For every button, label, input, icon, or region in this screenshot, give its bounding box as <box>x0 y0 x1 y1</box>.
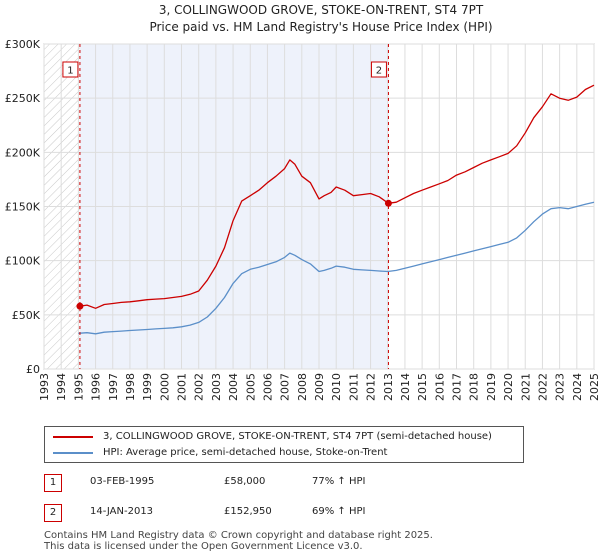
chart-subtitle: Price paid vs. HM Land Registry's House … <box>149 20 492 34</box>
transaction-row: 2 14-JAN-2013 £152,950 69% ↑ HPI <box>44 504 564 524</box>
series-lines <box>78 84 595 335</box>
x-tick-label: 2023 <box>554 373 567 401</box>
x-tick-label: 1995 <box>72 373 85 401</box>
sale-point <box>76 302 84 310</box>
y-tick-label: £250K <box>5 92 41 105</box>
transaction-hpi: 69% ↑ HPI <box>312 506 366 517</box>
x-tick-label: 2009 <box>313 373 326 401</box>
x-tick-label: 2005 <box>244 373 257 401</box>
x-tick-label: 2012 <box>365 373 378 401</box>
x-tick-label: 2011 <box>347 373 360 401</box>
transaction-price: £58,000 <box>224 476 266 487</box>
legend-label-property: 3, COLLINGWOOD GROVE, STOKE-ON-TRENT, ST… <box>103 431 492 442</box>
x-tick-label: 2001 <box>176 373 189 401</box>
x-tick-label: 1999 <box>141 373 154 401</box>
x-tick-label: 2022 <box>536 373 549 401</box>
chart-title: 3, COLLINGWOOD GROVE, STOKE-ON-TRENT, ST… <box>159 3 484 17</box>
x-tick-label: 2002 <box>193 373 206 401</box>
legend-swatch-hpi <box>53 451 93 454</box>
annotation-box <box>370 61 387 78</box>
legend-swatch-property <box>53 435 93 438</box>
legend-item-hpi: HPI: Average price, semi-detached house,… <box>53 445 387 460</box>
legend-item-property: 3, COLLINGWOOD GROVE, STOKE-ON-TRENT, ST… <box>53 429 492 444</box>
footer-line-1: Contains HM Land Registry data © Crown c… <box>44 530 433 541</box>
transaction-hpi: 77% ↑ HPI <box>312 476 366 487</box>
hpi-line <box>78 201 595 335</box>
transaction-row: 1 03-FEB-1995 £58,000 77% ↑ HPI <box>44 474 564 494</box>
y-tick-label: £200K <box>5 146 41 159</box>
transaction-number: 1 <box>44 474 62 492</box>
x-tick-label: 2020 <box>502 373 515 401</box>
x-tick-label: 2004 <box>227 373 240 401</box>
x-tick-label: 1996 <box>90 373 103 401</box>
x-tick-label: 2013 <box>382 373 395 401</box>
x-tick-label: 1997 <box>107 373 120 401</box>
x-tick-label: 2024 <box>571 373 584 401</box>
x-tick-label: 2007 <box>279 373 292 401</box>
transaction-date: 14-JAN-2013 <box>90 506 154 517</box>
x-tick-label: 1994 <box>55 373 68 401</box>
footer-line-2: This data is licensed under the Open Gov… <box>44 541 363 552</box>
x-tick-label: 2025 <box>588 373 600 401</box>
x-tick-label: 2015 <box>416 373 429 401</box>
y-tick-label: £300K <box>5 38 41 51</box>
x-tick-label: 2017 <box>451 373 464 401</box>
chart-legend: 3, COLLINGWOOD GROVE, STOKE-ON-TRENT, ST… <box>44 426 524 463</box>
annotation-label: 2 <box>376 66 382 77</box>
x-axis: 1993 1994 1995 1996 1997 1998 1999 2000 2001 2002… <box>38 373 600 401</box>
x-tick-label: 1993 <box>38 373 51 401</box>
price-paid-line <box>79 84 595 309</box>
x-tick-label: 2000 <box>158 373 171 401</box>
footer-note: Contains HM Land Registry data © Crown c… <box>44 530 584 552</box>
x-tick-label: 2016 <box>433 373 446 401</box>
y-axis: £0 £50K £100K £150K £200K £250K £300K <box>5 38 41 376</box>
x-tick-label: 2003 <box>210 373 223 401</box>
x-tick-label: 2008 <box>296 373 309 401</box>
annotation-label: 1 <box>67 66 73 77</box>
transaction-date: 03-FEB-1995 <box>90 476 155 487</box>
price-chart: 3, COLLINGWOOD GROVE, STOKE-ON-TRENT, ST… <box>5 3 600 401</box>
legend-label-hpi: HPI: Average price, semi-detached house,… <box>103 447 388 458</box>
transaction-number: 2 <box>44 504 62 522</box>
x-tick-label: 2021 <box>519 373 532 401</box>
x-tick-label: 2014 <box>399 373 412 401</box>
x-tick-label: 2018 <box>468 373 481 401</box>
y-tick-label: £50K <box>12 309 41 322</box>
x-tick-label: 2019 <box>485 373 498 401</box>
y-tick-label: £0 <box>26 363 40 376</box>
y-tick-label: £150K <box>5 201 41 214</box>
transaction-price: £152,950 <box>224 506 272 517</box>
x-tick-label: 1998 <box>124 373 137 401</box>
x-tick-label: 2006 <box>261 373 274 401</box>
x-tick-label: 2010 <box>330 373 343 401</box>
sale-point <box>384 199 392 207</box>
annotation-box <box>62 61 79 78</box>
y-tick-label: £100K <box>5 255 41 268</box>
